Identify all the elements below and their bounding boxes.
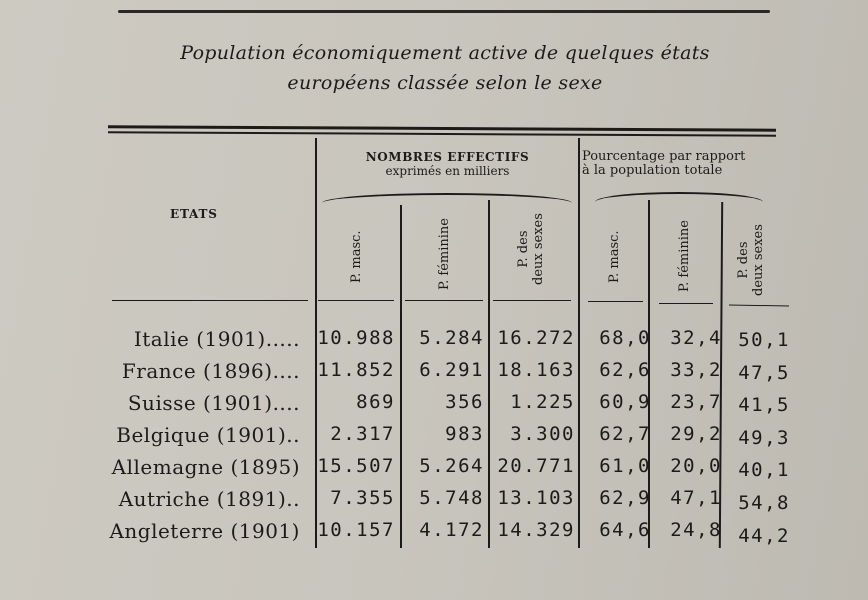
column-header-line: P. des xyxy=(736,241,751,279)
table-cell: 10.988 xyxy=(317,327,395,349)
column-header-line: deux sexes xyxy=(531,213,546,285)
row-label: Angleterre (1901) xyxy=(109,519,300,543)
table-cell: 23,7 xyxy=(670,391,722,413)
group-header-nombres: NOMBRES EFFECTIFS exprimés en milliers xyxy=(320,150,575,178)
column-header: P. masc. xyxy=(349,230,364,283)
table-cell: 68,0 xyxy=(599,327,651,349)
row-label: Suisse (1901).... xyxy=(127,391,300,415)
brace xyxy=(595,192,763,202)
header-rule xyxy=(728,304,790,307)
table-cell: 44,2 xyxy=(738,524,790,547)
group-subtitle: exprimés en milliers xyxy=(385,164,510,178)
table-cell: 64,6 xyxy=(599,519,651,541)
table-cell: 5.264 xyxy=(419,455,484,477)
column-header-line: deux sexes xyxy=(751,224,766,296)
column-header: P. féminine xyxy=(677,220,692,292)
table-cell: 2.317 xyxy=(330,423,395,445)
group-title: Pourcentage par rapport xyxy=(582,149,746,164)
table-row: Belgique (1901).. 2.317 983 3.300 62,7 29,2 49… xyxy=(0,423,868,455)
row-label: Autriche (1891).. xyxy=(118,487,300,511)
row-label: Belgique (1901).. xyxy=(116,423,300,447)
row-label: Allemagne (1895) xyxy=(111,455,300,479)
column-divider xyxy=(400,205,402,548)
table-row: Italie (1901)..... 10.988 5.284 16.272 68,0 3… xyxy=(0,327,868,359)
table-cell: 11.852 xyxy=(317,359,395,381)
table-cell: 40,1 xyxy=(738,459,790,482)
table-title-line-2: européens classée selon le sexe xyxy=(287,72,603,94)
table-row: Allemagne (1895) 15.507 5.264 20.771 61,0 20,… xyxy=(0,455,868,487)
table-cell: 29,2 xyxy=(670,423,722,445)
column-divider xyxy=(315,138,317,548)
table-row: Suisse (1901).... 869 356 1.225 60,9 23,7 41,5 xyxy=(0,391,868,423)
table-cell: 20,0 xyxy=(670,455,722,477)
table-cell: 62,9 xyxy=(599,487,651,509)
header-rule xyxy=(318,300,394,302)
row-label: Italie (1901)..... xyxy=(133,327,300,351)
row-header-etats: ETATS xyxy=(170,207,218,221)
table-cell: 18.163 xyxy=(497,359,575,381)
column-divider xyxy=(578,138,580,548)
table-cell: 47,1 xyxy=(670,487,722,509)
header-rule xyxy=(405,300,483,302)
table-cell: 983 xyxy=(445,423,484,445)
table-cell: 16.272 xyxy=(497,327,575,349)
group-subtitle: à la population totale xyxy=(582,163,723,178)
header-rule xyxy=(112,300,308,302)
table-title-line-1: Population économiquement active de quel… xyxy=(180,42,710,64)
table-cell: 50,1 xyxy=(738,329,790,351)
table-cell: 49,3 xyxy=(738,426,790,449)
table-cell: 10.157 xyxy=(317,519,395,541)
brace xyxy=(322,193,572,203)
table-cell: 1.225 xyxy=(510,391,575,413)
table-cell: 61,0 xyxy=(599,455,651,477)
table-cell: 7.355 xyxy=(330,487,395,509)
table-cell: 62,6 xyxy=(599,359,651,381)
header-rule xyxy=(659,303,713,305)
table-cell: 14.329 xyxy=(497,519,575,541)
table-cell: 5.284 xyxy=(419,327,484,349)
column-divider xyxy=(648,200,650,548)
column-header: P. féminine xyxy=(437,218,452,290)
table-cell: 6.291 xyxy=(419,359,484,381)
table-cell: 3.300 xyxy=(510,423,575,445)
group-header-pourcentage: Pourcentage par rapport à la population … xyxy=(582,150,782,178)
table-row: France (1896).... 11.852 6.291 18.163 62,6 33… xyxy=(0,359,868,391)
table-cell: 24,8 xyxy=(670,519,722,541)
table-cell: 33,2 xyxy=(670,359,722,381)
table-cell: 32,4 xyxy=(670,327,722,349)
table-cell: 60,9 xyxy=(599,391,651,413)
table-cell: 5.748 xyxy=(419,487,484,509)
header-rule xyxy=(493,300,571,302)
column-header-line: P. des xyxy=(516,230,531,268)
group-title: NOMBRES EFFECTIFS xyxy=(365,150,530,164)
double-rule xyxy=(107,125,777,132)
column-divider xyxy=(488,200,490,548)
table-cell: 15.507 xyxy=(317,455,395,477)
table-row: Angleterre (1901) 10.157 4.172 14.329 64,6 24… xyxy=(0,519,868,551)
column-header: P. masc. xyxy=(607,230,622,283)
table-cell: 20.771 xyxy=(497,455,575,477)
table-row: Autriche (1891).. 7.355 5.748 13.103 62,9 47,… xyxy=(0,487,868,519)
column-header: P. des deux sexes xyxy=(736,224,766,296)
table-cell: 4.172 xyxy=(419,519,484,541)
header-rule xyxy=(588,301,643,303)
table-cell: 47,5 xyxy=(738,361,790,384)
row-label: France (1896).... xyxy=(121,359,300,383)
top-rule xyxy=(118,10,770,13)
table-cell: 54,8 xyxy=(738,492,790,514)
table-cell: 869 xyxy=(356,391,395,413)
table-cell: 62,7 xyxy=(599,423,651,445)
table-cell: 41,5 xyxy=(738,394,790,417)
column-header: P. des deux sexes xyxy=(516,213,546,285)
table-cell: 356 xyxy=(445,391,484,413)
double-rule-thin xyxy=(108,131,776,137)
table-cell: 13.103 xyxy=(497,487,575,509)
